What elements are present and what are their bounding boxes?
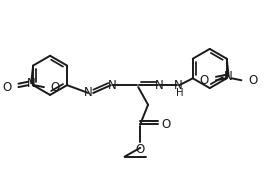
Text: O: O — [136, 143, 145, 156]
Text: N: N — [107, 79, 116, 92]
Text: N: N — [84, 87, 93, 100]
Text: O: O — [2, 81, 12, 94]
Text: O: O — [248, 74, 257, 87]
Text: N: N — [224, 70, 233, 83]
Text: N: N — [27, 77, 36, 90]
Text: O: O — [51, 81, 60, 94]
Text: H: H — [176, 88, 183, 98]
Text: N: N — [155, 79, 163, 92]
Text: N: N — [174, 79, 183, 92]
Text: O: O — [200, 74, 209, 87]
Text: O: O — [162, 118, 171, 131]
